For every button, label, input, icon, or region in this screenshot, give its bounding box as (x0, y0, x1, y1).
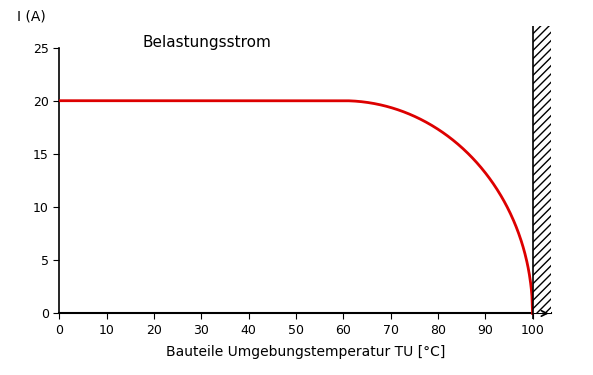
X-axis label: Bauteile Umgebungstemperatur TU [°C]: Bauteile Umgebungstemperatur TU [°C] (165, 345, 445, 359)
Text: Belastungsstrom: Belastungsstrom (143, 35, 272, 50)
Bar (533, 26, 551, 314)
Text: I (A): I (A) (17, 9, 46, 23)
